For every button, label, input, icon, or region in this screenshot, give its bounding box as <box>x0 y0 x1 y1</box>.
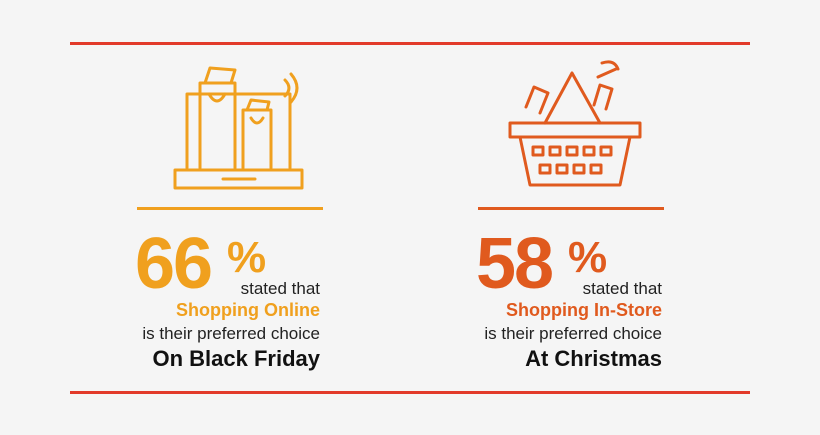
panel-rule <box>478 207 664 210</box>
stated-text: stated that <box>582 279 662 298</box>
laptop-icon <box>173 66 304 190</box>
basket-icon <box>508 60 642 187</box>
top-rule <box>70 42 750 45</box>
percent-number: 58 <box>476 224 554 304</box>
panel-rule <box>137 207 323 210</box>
choice-text: is their preferred choice <box>142 324 320 343</box>
percent-number: 66 <box>135 224 213 304</box>
occasion-text: On Black Friday <box>152 346 320 371</box>
percent-sign: % <box>227 233 267 282</box>
highlight-text: Shopping Online <box>176 300 320 320</box>
bottom-rule <box>70 391 750 394</box>
stated-text: stated that <box>240 279 320 298</box>
choice-text: is their preferred choice <box>484 324 662 343</box>
highlight-text: Shopping In-Store <box>506 300 662 320</box>
occasion-text: At Christmas <box>525 346 662 371</box>
percent-sign: % <box>568 233 608 282</box>
